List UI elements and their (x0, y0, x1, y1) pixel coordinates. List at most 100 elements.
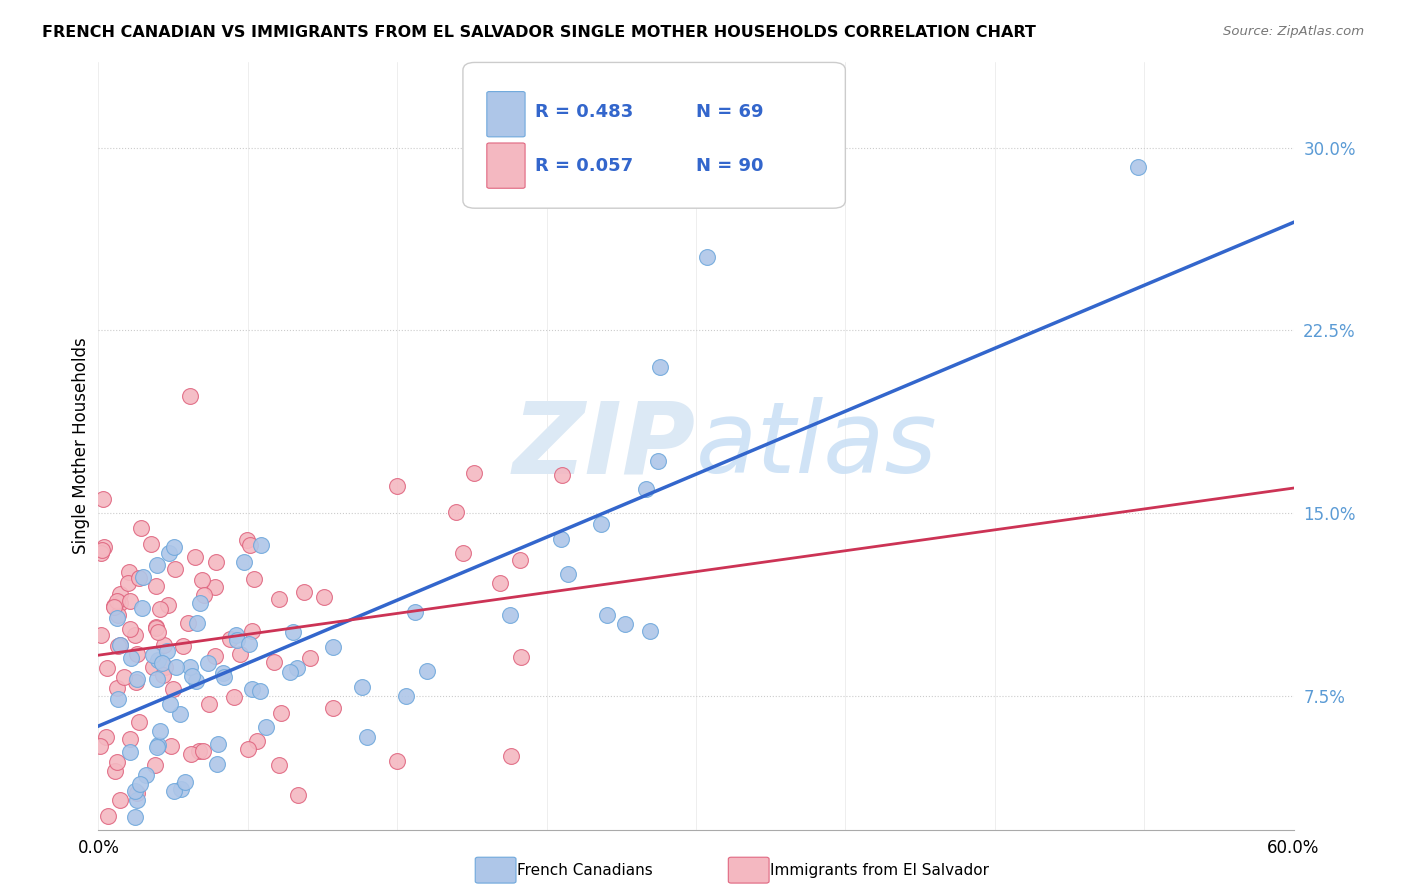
Point (356, 730, 378, 744)
Point (191, 744, 214, 758)
Point (125, 672, 148, 686)
Point (509, 553, 531, 567)
Point (165, 562, 187, 576)
Point (501, 749, 523, 764)
Point (118, 731, 141, 746)
Point (120, 650, 142, 665)
Point (105, 755, 128, 769)
Point (104, 764, 127, 778)
Point (169, 781, 191, 796)
Point (188, 596, 211, 610)
Point (163, 541, 186, 555)
Point (96, 661, 118, 675)
Point (107, 692, 129, 706)
Point (118, 623, 141, 637)
Text: French Canadians: French Canadians (517, 863, 654, 878)
Point (180, 747, 202, 761)
Point (125, 647, 148, 661)
Point (128, 714, 150, 729)
Point (416, 665, 439, 679)
Point (156, 644, 179, 658)
Point (387, 479, 409, 493)
Point (385, 754, 408, 768)
Point (103, 599, 125, 614)
Point (489, 575, 512, 590)
Point (557, 566, 579, 581)
Point (1126, 160, 1149, 174)
Point (205, 756, 228, 771)
Point (285, 661, 308, 675)
Point (159, 697, 181, 711)
Point (246, 734, 269, 748)
Point (145, 672, 167, 686)
Point (550, 532, 572, 546)
Point (696, 250, 718, 264)
Point (197, 657, 219, 671)
Point (108, 587, 131, 601)
Point (145, 622, 167, 636)
Point (225, 632, 247, 647)
Point (463, 466, 485, 480)
Point (287, 788, 309, 802)
FancyBboxPatch shape (463, 62, 845, 208)
Point (219, 632, 242, 647)
Point (118, 593, 141, 607)
Point (142, 660, 165, 674)
Point (269, 591, 291, 606)
Point (188, 744, 211, 758)
Point (638, 624, 661, 639)
Point (180, 669, 202, 683)
Point (124, 783, 146, 797)
Point (204, 580, 226, 594)
Point (159, 739, 181, 753)
Point (108, 638, 131, 652)
Point (149, 602, 172, 616)
Point (179, 389, 201, 403)
Point (249, 538, 271, 552)
Point (179, 660, 201, 674)
Point (93, 492, 115, 507)
Point (312, 590, 335, 604)
Point (204, 555, 226, 569)
Point (238, 637, 260, 651)
Y-axis label: Single Mother Households: Single Mother Households (72, 338, 90, 554)
Point (281, 625, 304, 640)
Point (91, 542, 114, 557)
Point (322, 701, 344, 715)
Point (124, 628, 146, 642)
Point (90, 628, 112, 642)
Point (145, 579, 167, 593)
Point (270, 706, 292, 720)
Point (510, 650, 533, 665)
Point (292, 584, 315, 599)
Point (613, 617, 636, 632)
Point (117, 575, 139, 590)
Point (107, 640, 129, 654)
Point (647, 454, 669, 468)
Point (125, 675, 148, 690)
Point (93, 541, 115, 555)
Point (596, 607, 619, 622)
Point (96, 731, 118, 745)
Point (153, 659, 176, 673)
Point (105, 681, 128, 696)
Point (243, 572, 266, 586)
Point (238, 742, 260, 756)
Point (149, 724, 172, 739)
Point (240, 624, 263, 638)
Point (145, 620, 167, 634)
Point (152, 668, 174, 682)
Point (186, 615, 208, 630)
Point (298, 651, 321, 665)
Text: Source: ZipAtlas.com: Source: ZipAtlas.com (1223, 25, 1364, 38)
Point (124, 810, 146, 824)
Point (127, 786, 149, 800)
Point (177, 615, 200, 630)
Point (174, 774, 197, 789)
Text: R = 0.483: R = 0.483 (534, 103, 633, 121)
Point (152, 639, 174, 653)
Point (97, 809, 120, 823)
Point (139, 537, 162, 551)
Point (184, 549, 207, 564)
Point (648, 359, 671, 374)
